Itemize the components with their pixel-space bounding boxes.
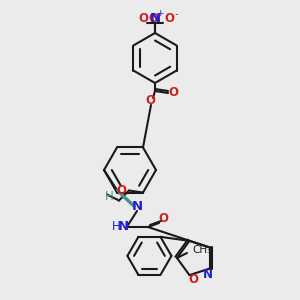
Text: O: O <box>138 11 148 25</box>
Text: H: H <box>105 190 113 203</box>
Text: O: O <box>116 184 126 197</box>
Text: -: - <box>174 9 178 19</box>
Text: N: N <box>149 11 161 25</box>
Text: O: O <box>158 212 168 226</box>
Text: N: N <box>131 200 142 214</box>
Text: O: O <box>145 94 155 107</box>
Text: CH₃: CH₃ <box>192 245 211 255</box>
Text: O: O <box>168 86 178 100</box>
Text: O: O <box>188 273 198 286</box>
Text: N: N <box>202 268 213 281</box>
Text: +: + <box>156 10 164 19</box>
Text: N: N <box>117 220 129 233</box>
Text: O: O <box>164 11 174 25</box>
Text: O: O <box>148 13 158 26</box>
Text: H: H <box>112 220 120 233</box>
